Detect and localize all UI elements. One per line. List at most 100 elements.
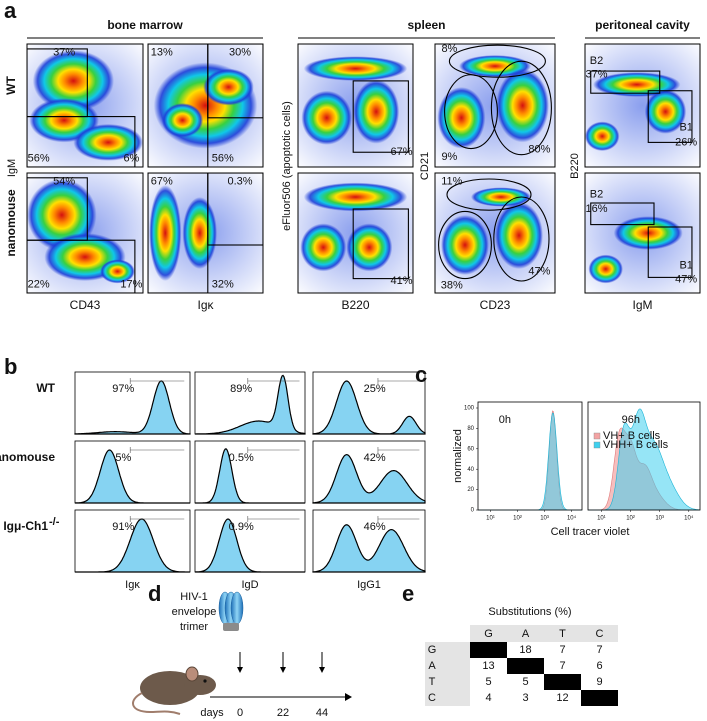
arrow-head bbox=[319, 667, 325, 673]
column-header: T bbox=[559, 628, 566, 640]
plot-frame bbox=[194, 371, 306, 435]
plot-frame bbox=[434, 172, 556, 294]
x-tick-label: 10⁴ bbox=[567, 515, 577, 522]
group-title: spleen bbox=[407, 18, 445, 32]
gate bbox=[207, 44, 263, 119]
axis-label: days bbox=[200, 707, 224, 719]
plot-frame bbox=[297, 43, 414, 168]
row-header: T bbox=[429, 676, 436, 688]
x-tick-label: 10¹ bbox=[597, 516, 606, 522]
density-plot bbox=[435, 173, 555, 293]
gate-percentage: 47% bbox=[528, 265, 550, 277]
day-label: 0 bbox=[237, 707, 243, 719]
gate-percentage: 41% bbox=[390, 275, 412, 287]
day-label: 44 bbox=[316, 707, 328, 719]
gate-percentage: 11% bbox=[441, 175, 462, 187]
histogram-vhh bbox=[588, 408, 701, 511]
diagonal-cell bbox=[544, 674, 581, 690]
gate bbox=[446, 178, 532, 211]
plot-frame bbox=[312, 509, 426, 573]
axis-label: IgG1 bbox=[357, 579, 381, 591]
density-blob bbox=[161, 103, 204, 138]
density-blob bbox=[73, 123, 143, 161]
gate bbox=[448, 44, 546, 78]
gate-percentage: 22% bbox=[28, 279, 50, 291]
histogram bbox=[312, 380, 426, 435]
legend-swatch bbox=[593, 432, 601, 440]
axis-label: Igκ bbox=[197, 298, 214, 312]
table-value: 12 bbox=[556, 692, 568, 704]
density-blob bbox=[27, 179, 97, 251]
gate-percentage: B2 bbox=[590, 55, 603, 67]
density-plot bbox=[27, 44, 143, 167]
gate-percentage: 6% bbox=[123, 152, 139, 164]
header-bg bbox=[425, 642, 470, 706]
density-blob bbox=[441, 215, 489, 275]
trimer-base bbox=[223, 623, 239, 631]
histogram bbox=[312, 453, 426, 504]
diagonal-cell bbox=[581, 690, 618, 706]
axis-label: Cell tracer violet bbox=[551, 526, 630, 538]
panel-letter: e bbox=[402, 581, 414, 606]
gate bbox=[352, 208, 409, 280]
legend-entry: VHH+ B cells bbox=[603, 439, 669, 451]
density-blob bbox=[149, 185, 182, 281]
plot-frame bbox=[434, 43, 556, 168]
density-plot bbox=[148, 173, 263, 293]
mouse-tail bbox=[132, 692, 181, 715]
gate-percentage: 16% bbox=[585, 203, 607, 215]
diagonal-cell bbox=[470, 642, 507, 658]
gate-percentage: 9% bbox=[441, 151, 457, 163]
density-plot bbox=[585, 44, 700, 167]
table-value: 6 bbox=[596, 660, 602, 672]
axis-label: CD21 bbox=[419, 152, 431, 180]
table-value: 9 bbox=[596, 676, 602, 688]
axis-label: normalized bbox=[452, 429, 464, 483]
gate-percentage: 47% bbox=[675, 274, 697, 286]
axis-label: IgD bbox=[241, 579, 258, 591]
gate-percentage: B2 bbox=[590, 189, 603, 201]
density-blob bbox=[303, 56, 408, 81]
gate-percentage: 0.3% bbox=[227, 175, 252, 187]
gate-percentage: 67% bbox=[390, 146, 412, 158]
mouse-eye bbox=[203, 679, 207, 683]
gate-percentage: 17% bbox=[120, 279, 142, 291]
gate-percentage: 56% bbox=[28, 152, 50, 164]
plot-frame bbox=[477, 401, 583, 511]
antigen-label: envelope bbox=[172, 606, 217, 618]
panel-letter: a bbox=[4, 0, 17, 23]
plot-frame bbox=[584, 172, 701, 294]
plot-frame bbox=[74, 509, 191, 573]
timepoint: 96h bbox=[622, 414, 640, 426]
histogram bbox=[74, 449, 190, 504]
plot-frame bbox=[297, 172, 414, 294]
row-label: WT bbox=[4, 76, 18, 95]
gate-percentage: 0.9% bbox=[229, 521, 254, 533]
density-blob bbox=[100, 259, 135, 284]
gate-percentage: 37% bbox=[585, 69, 607, 81]
gate bbox=[590, 70, 661, 94]
gate bbox=[444, 74, 498, 150]
gate-percentage: B1 bbox=[679, 259, 692, 271]
gate-percentage: B1 bbox=[679, 122, 692, 134]
gate-percentage: 8% bbox=[441, 43, 457, 55]
table-value: 4 bbox=[485, 692, 491, 704]
table-title: Substitutions (%) bbox=[488, 606, 571, 618]
y-tick-label: 20 bbox=[467, 487, 474, 493]
density-plot bbox=[585, 173, 700, 293]
plot-frame bbox=[147, 43, 264, 168]
gate-percentage: 80% bbox=[528, 144, 550, 156]
superscript: -/- bbox=[49, 516, 60, 528]
arrow-head bbox=[237, 667, 243, 673]
row-label: nanomouse bbox=[0, 450, 55, 464]
group-title: bone marrow bbox=[107, 18, 183, 32]
density-blob bbox=[182, 197, 217, 269]
gate bbox=[493, 196, 550, 282]
table-value: 5 bbox=[485, 676, 491, 688]
histogram bbox=[195, 374, 306, 435]
density-plot bbox=[298, 173, 413, 293]
gate bbox=[438, 210, 492, 280]
day-label: 22 bbox=[277, 707, 289, 719]
row-header: G bbox=[428, 644, 437, 656]
